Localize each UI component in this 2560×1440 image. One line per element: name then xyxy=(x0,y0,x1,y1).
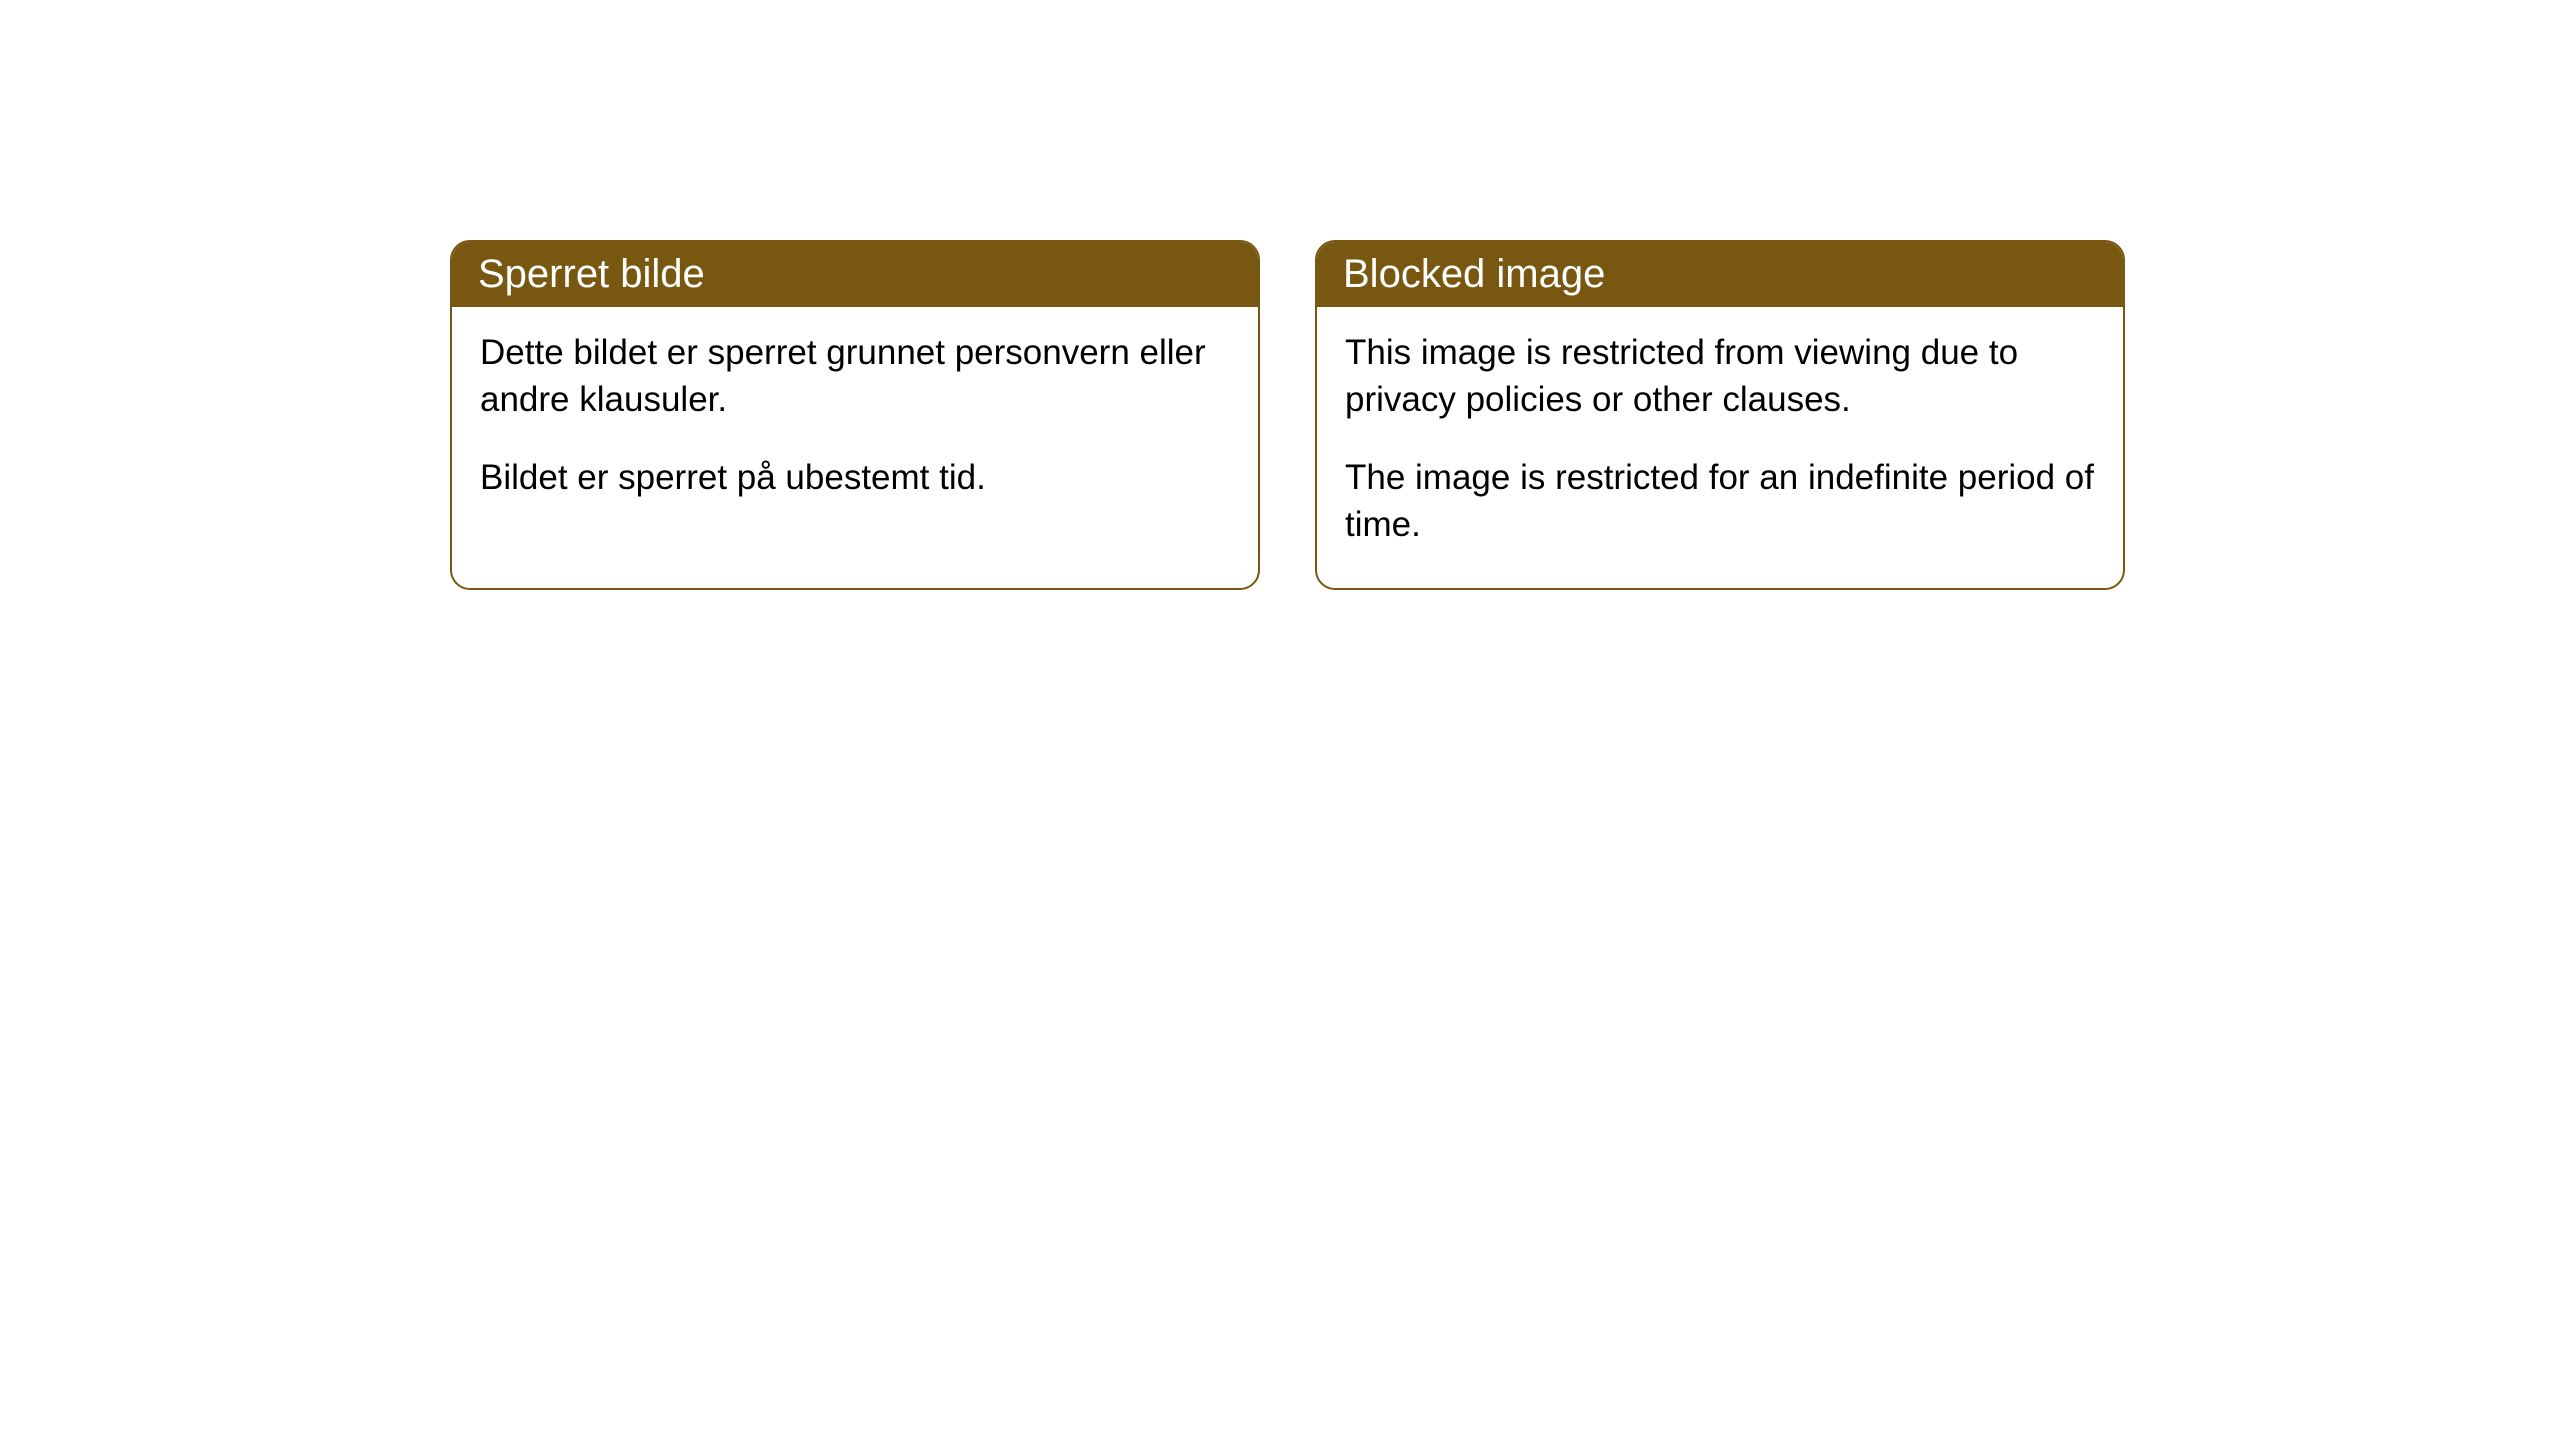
card-header: Sperret bilde xyxy=(452,242,1258,307)
card-paragraph: Dette bildet er sperret grunnet personve… xyxy=(480,329,1230,424)
card-paragraph: The image is restricted for an indefinit… xyxy=(1345,454,2095,549)
notification-cards-container: Sperret bilde Dette bildet er sperret gr… xyxy=(450,240,2125,590)
card-header: Blocked image xyxy=(1317,242,2123,307)
card-paragraph: This image is restricted from viewing du… xyxy=(1345,329,2095,424)
blocked-image-card-no: Sperret bilde Dette bildet er sperret gr… xyxy=(450,240,1260,590)
card-body: This image is restricted from viewing du… xyxy=(1317,307,2123,588)
card-title: Sperret bilde xyxy=(478,252,705,296)
card-paragraph: Bildet er sperret på ubestemt tid. xyxy=(480,454,1230,501)
blocked-image-card-en: Blocked image This image is restricted f… xyxy=(1315,240,2125,590)
card-title: Blocked image xyxy=(1343,252,1605,296)
card-body: Dette bildet er sperret grunnet personve… xyxy=(452,307,1258,541)
